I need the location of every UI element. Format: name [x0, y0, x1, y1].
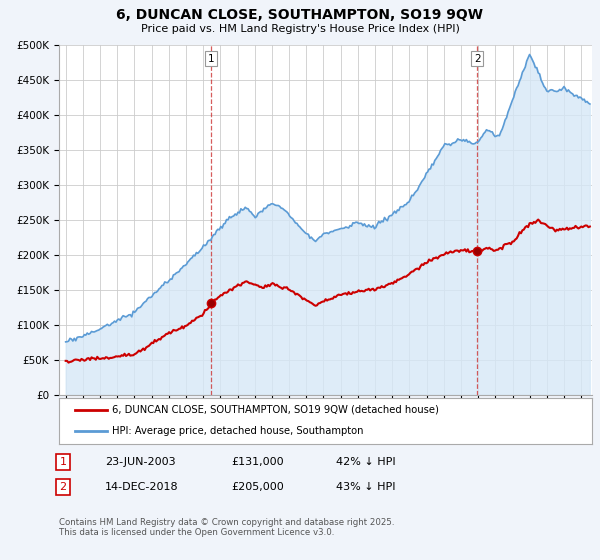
Text: 14-DEC-2018: 14-DEC-2018	[105, 482, 179, 492]
Text: 1: 1	[208, 54, 215, 64]
Text: 2: 2	[59, 482, 67, 492]
Text: 1: 1	[59, 457, 67, 467]
Text: 2: 2	[474, 54, 481, 64]
Text: £131,000: £131,000	[231, 457, 284, 467]
Text: 6, DUNCAN CLOSE, SOUTHAMPTON, SO19 9QW: 6, DUNCAN CLOSE, SOUTHAMPTON, SO19 9QW	[116, 8, 484, 22]
Text: Contains HM Land Registry data © Crown copyright and database right 2025.
This d: Contains HM Land Registry data © Crown c…	[59, 518, 394, 538]
Text: HPI: Average price, detached house, Southampton: HPI: Average price, detached house, Sout…	[112, 426, 364, 436]
Text: 23-JUN-2003: 23-JUN-2003	[105, 457, 176, 467]
Text: 6, DUNCAN CLOSE, SOUTHAMPTON, SO19 9QW (detached house): 6, DUNCAN CLOSE, SOUTHAMPTON, SO19 9QW (…	[112, 405, 439, 415]
Text: Price paid vs. HM Land Registry's House Price Index (HPI): Price paid vs. HM Land Registry's House …	[140, 24, 460, 34]
Text: 43% ↓ HPI: 43% ↓ HPI	[336, 482, 395, 492]
Text: 42% ↓ HPI: 42% ↓ HPI	[336, 457, 395, 467]
Text: £205,000: £205,000	[231, 482, 284, 492]
